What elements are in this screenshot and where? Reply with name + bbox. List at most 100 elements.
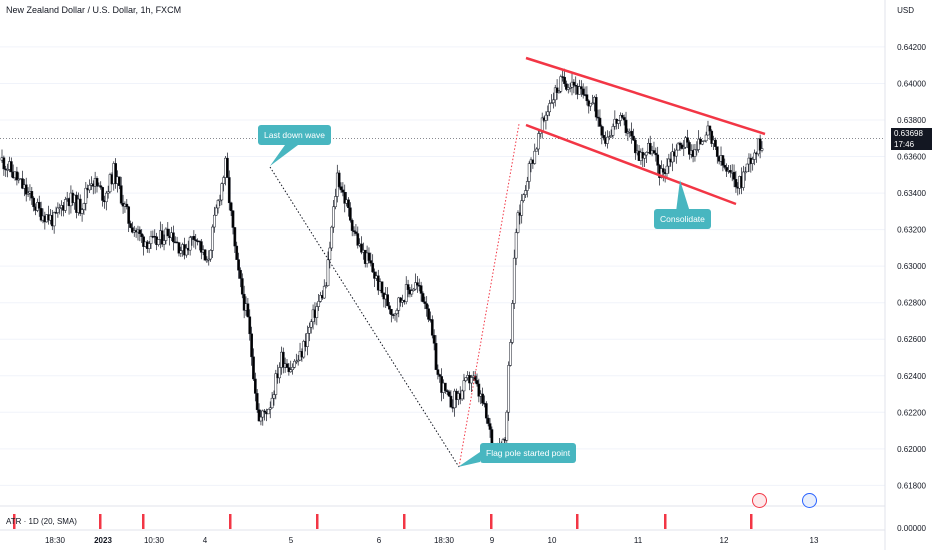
candle-body bbox=[395, 310, 399, 315]
candle-body bbox=[427, 308, 430, 320]
candle-body bbox=[589, 103, 592, 107]
candle-body bbox=[272, 394, 276, 399]
atr-bar bbox=[13, 514, 16, 529]
down-wave-line[interactable] bbox=[269, 166, 460, 468]
candle-body bbox=[695, 149, 699, 151]
candle-body bbox=[157, 239, 160, 245]
candle-body bbox=[553, 87, 557, 101]
candle-body bbox=[281, 351, 285, 368]
candle-body bbox=[598, 117, 602, 127]
price-grid bbox=[0, 46, 885, 486]
candle-body bbox=[484, 403, 488, 419]
candle-body bbox=[702, 140, 706, 143]
atr-pane: 0.00000 bbox=[0, 505, 927, 533]
candle-body bbox=[537, 133, 540, 150]
price-tick-label: 0.64200 bbox=[897, 43, 926, 52]
candle-body bbox=[147, 243, 151, 249]
candle-body bbox=[21, 178, 24, 189]
candle-body bbox=[289, 369, 293, 373]
candle-body bbox=[671, 151, 674, 163]
us-flag-event-icon[interactable] bbox=[802, 493, 817, 508]
candle-body bbox=[617, 120, 620, 124]
candle-body bbox=[78, 198, 82, 214]
candle-body bbox=[138, 229, 142, 234]
time-tick-label: 9 bbox=[490, 536, 495, 545]
price-tick-label: 0.63600 bbox=[897, 153, 926, 162]
price-tick-label: 0.62800 bbox=[897, 299, 926, 308]
candle-body bbox=[2, 157, 6, 170]
candle-body bbox=[393, 313, 397, 316]
candle-body bbox=[347, 199, 350, 209]
candle-body bbox=[369, 260, 373, 264]
atr-bar bbox=[490, 514, 493, 529]
time-tick-label: 18:30 bbox=[434, 536, 455, 545]
candle-body bbox=[462, 380, 466, 392]
candle-body bbox=[119, 185, 123, 204]
candle-body bbox=[438, 374, 442, 377]
candle-body bbox=[445, 390, 449, 392]
candle-body bbox=[421, 293, 425, 302]
candle-body bbox=[665, 165, 669, 174]
candle-body bbox=[544, 114, 548, 121]
price-tick-label: 0.63200 bbox=[897, 226, 926, 235]
candle-body bbox=[557, 91, 561, 93]
candle-body bbox=[624, 119, 628, 134]
price-tick-label: 0.62600 bbox=[897, 335, 926, 344]
candle-body bbox=[24, 184, 28, 195]
candle-body bbox=[240, 278, 244, 295]
candle-body bbox=[291, 367, 294, 371]
channel-upper-line[interactable] bbox=[525, 56, 766, 136]
candle-body bbox=[579, 86, 583, 90]
candle-body bbox=[470, 377, 473, 384]
price-tick-label: 0.63400 bbox=[897, 189, 926, 198]
candle-body bbox=[218, 199, 222, 202]
callout-flag-pole[interactable]: Flag pole started point bbox=[480, 443, 577, 463]
candle-body bbox=[596, 116, 600, 119]
candle-body bbox=[645, 152, 648, 156]
candle-body bbox=[436, 369, 440, 375]
lightning-event-icon[interactable] bbox=[752, 493, 767, 508]
price-tick-label: 0.62200 bbox=[897, 408, 926, 417]
candle-body bbox=[514, 232, 518, 259]
candle-body bbox=[745, 163, 749, 173]
price-tick-label: 0.61800 bbox=[897, 481, 926, 490]
price-tick-label: 0.62400 bbox=[897, 372, 926, 381]
candle-body bbox=[505, 411, 509, 441]
time-axis[interactable]: 18:30 2023 10:30 4 5 6 18:30 9 10 11 12 13 bbox=[0, 0, 886, 550]
time-tick-label: 18:30 bbox=[45, 536, 66, 545]
candle-body bbox=[263, 410, 266, 413]
candle-body bbox=[337, 172, 341, 187]
time-tick-label: 4 bbox=[203, 536, 208, 545]
candle-body bbox=[341, 189, 345, 193]
candle-body bbox=[160, 230, 164, 245]
atr-bar bbox=[229, 514, 232, 529]
candle-body bbox=[525, 181, 529, 191]
atr-indicator-label[interactable]: ATR · 1D (20, SMA) bbox=[6, 517, 77, 526]
candle-body bbox=[693, 149, 697, 157]
candle-body bbox=[710, 130, 714, 144]
candle-body bbox=[322, 285, 326, 299]
candle-body bbox=[15, 171, 19, 181]
time-tick-label: 10 bbox=[548, 536, 557, 545]
candle-body bbox=[220, 183, 224, 201]
candle-body bbox=[30, 191, 34, 199]
last-price-value: 0.63698 bbox=[894, 129, 923, 138]
time-tick-label: 12 bbox=[720, 536, 729, 545]
candle-body bbox=[205, 259, 209, 262]
channel-lower-line[interactable] bbox=[525, 123, 737, 206]
candle-body bbox=[565, 83, 568, 90]
callout-last-down-wave[interactable]: Last down wave bbox=[258, 125, 331, 145]
callout-consolidate[interactable]: Consolidate bbox=[654, 209, 711, 229]
candle-body bbox=[125, 203, 129, 207]
price-tick-label: 0.63800 bbox=[897, 116, 926, 125]
candle-body bbox=[80, 209, 84, 214]
candle-body bbox=[660, 168, 663, 178]
bar-countdown: 17:46 bbox=[894, 140, 915, 149]
candle-body bbox=[414, 282, 417, 290]
candle-body bbox=[760, 148, 764, 151]
candle-body bbox=[507, 365, 511, 413]
price-axis[interactable]: 0.64200 0.64000 0.63800 0.63600 0.63400 0.632… bbox=[897, 43, 926, 490]
callout-pointer bbox=[270, 145, 298, 166]
